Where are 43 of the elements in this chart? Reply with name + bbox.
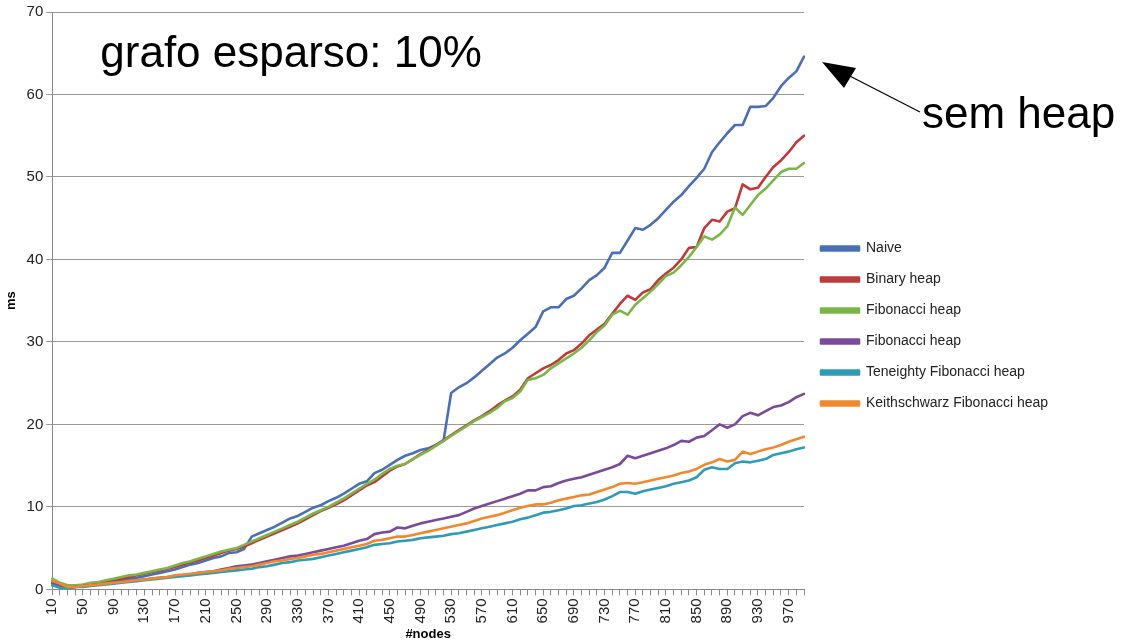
x-tick-label: 650 <box>533 598 551 624</box>
x-tick-label: 90 <box>103 598 121 616</box>
y-tick-label: 0 <box>34 579 44 597</box>
legend-label: Teneighty Fibonacci heap <box>866 363 1025 380</box>
y-tick-label: 30 <box>26 332 44 350</box>
y-tick-label: 20 <box>26 414 44 432</box>
legend-label: Fibonacci heap <box>866 301 962 318</box>
x-tick-label: 690 <box>564 598 582 624</box>
x-tick-label: 850 <box>686 598 704 624</box>
x-tick-label: 730 <box>594 598 612 624</box>
x-tick-label: 890 <box>717 598 735 624</box>
x-tick-label: 330 <box>287 598 305 624</box>
x-tick-label: 930 <box>748 598 766 624</box>
x-tick-label: 370 <box>318 598 336 624</box>
y-tick-label: 60 <box>26 84 44 102</box>
y-tick-label: 70 <box>26 2 44 20</box>
x-tick-label: 410 <box>349 598 367 624</box>
y-tick-label: 40 <box>26 249 44 267</box>
x-tick-label: 970 <box>778 598 796 624</box>
x-tick-label: 10 <box>42 598 60 616</box>
legend-label: Keithschwarz Fibonacci heap <box>866 394 1049 411</box>
x-tick-label: 210 <box>195 598 213 624</box>
y-axis-title: ms <box>3 291 19 311</box>
x-tick-label: 810 <box>656 598 674 624</box>
x-axis-title: #nodes <box>405 625 451 641</box>
legend-label: Naive <box>866 239 903 256</box>
x-tick-label: 570 <box>471 598 489 624</box>
x-tick-label: 770 <box>625 598 643 624</box>
x-tick-label: 250 <box>226 598 244 624</box>
x-tick-label: 50 <box>73 598 91 616</box>
x-tick-label: 530 <box>441 598 459 624</box>
legend-label: Fibonacci heap <box>866 332 962 349</box>
x-tick-label: 170 <box>165 598 183 624</box>
x-tick-label: 290 <box>257 598 275 624</box>
text: sem heap <box>922 88 1116 137</box>
x-tick-label: 130 <box>134 598 152 624</box>
annotation: grafo esparso: 10% <box>100 27 482 76</box>
x-tick-label: 450 <box>379 598 397 624</box>
x-tick-label: 610 <box>502 598 520 624</box>
x-tick-label: 490 <box>410 598 428 624</box>
y-tick-label: 50 <box>26 167 44 185</box>
legend-label: Binary heap <box>866 270 941 287</box>
y-tick-label: 10 <box>26 497 44 515</box>
